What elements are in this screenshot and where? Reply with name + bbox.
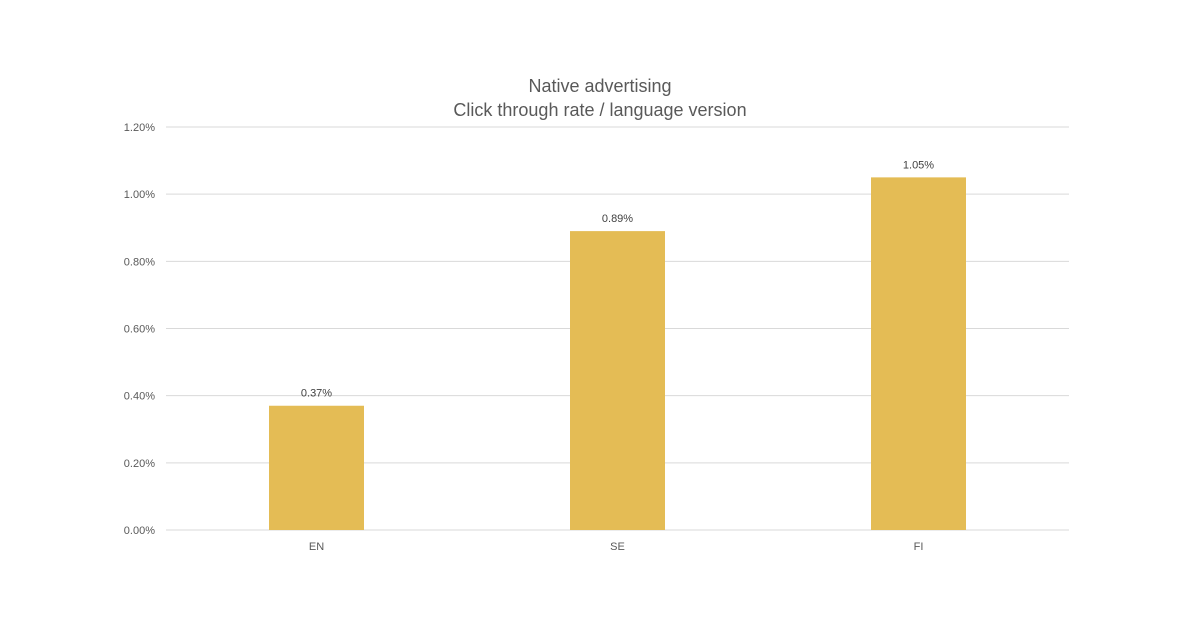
x-tick-label: FI [914,541,924,553]
y-tick-label: 0.00% [124,525,155,537]
y-tick-label: 1.00% [124,189,155,201]
data-label: 0.89% [602,213,633,225]
chart-subtitle: Click through rate / language version [453,100,747,120]
x-axis-tick-labels: EN SE FI [309,541,924,553]
bar-fi [871,177,966,530]
y-tick-label: 0.20% [124,458,155,470]
data-label: 0.37% [301,388,332,400]
data-label: 1.05% [903,159,934,171]
data-labels: 0.37% 0.89% 1.05% [301,159,934,399]
bar-se [570,231,665,530]
y-tick-label: 0.40% [124,391,155,403]
bar-en [269,405,364,530]
chart-title-block: Native advertising Click through rate / … [0,74,1200,122]
y-tick-label: 0.60% [124,324,155,336]
x-tick-label: SE [610,541,625,553]
y-tick-label: 1.20% [124,122,155,134]
y-tick-label: 0.80% [124,256,155,268]
bars [269,177,966,530]
x-tick-label: EN [309,541,324,553]
chart-title: Native advertising [528,76,672,96]
y-axis-tick-labels: 0.00% 0.20% 0.40% 0.60% 0.80% 1.00% 1.20% [124,122,155,537]
